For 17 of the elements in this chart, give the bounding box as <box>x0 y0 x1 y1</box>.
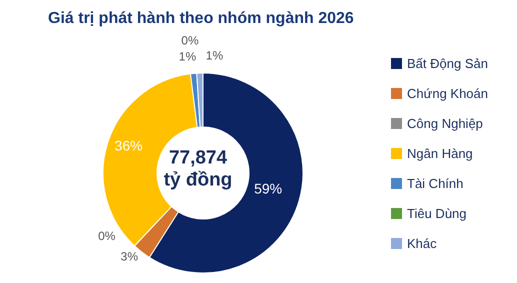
data-label: 1% <box>206 48 224 62</box>
legend-label: Bất Động Sản <box>407 56 488 70</box>
text: 0% <box>98 228 116 243</box>
legend-label: Khác <box>407 236 437 250</box>
legend-label: Chứng Khoán <box>407 86 488 100</box>
data-label: 1% <box>178 49 196 64</box>
legend-label: Tiêu Dùng <box>407 206 467 220</box>
data-label: 59% <box>254 180 282 196</box>
legend-label: Tài Chính <box>407 176 464 190</box>
text: 0% <box>181 33 199 48</box>
chart-title: Giá trị phát hành theo nhóm ngành 2026 <box>48 10 354 28</box>
text: tỷ đồng <box>164 170 232 190</box>
legend-label: Công Nghiệp <box>407 116 483 130</box>
data-label: 3% <box>120 249 138 264</box>
legend-label: Ngân Hàng <box>407 146 473 160</box>
data-label: 36% <box>114 137 143 154</box>
text: 77,874 <box>168 148 228 168</box>
